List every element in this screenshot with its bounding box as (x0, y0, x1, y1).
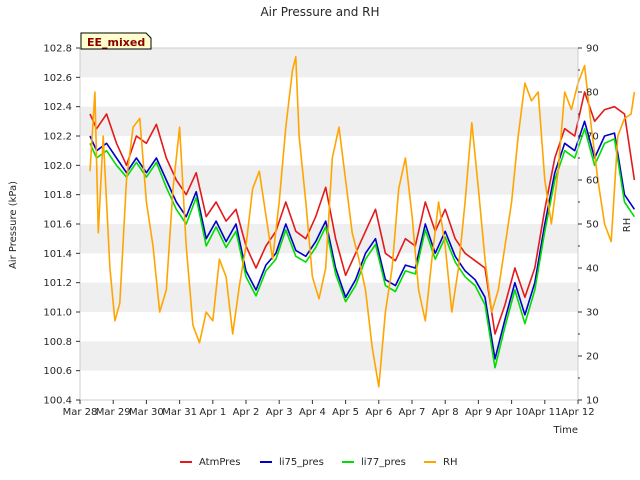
y-left-tick-label: 100.4 (43, 396, 72, 407)
series-line-li77-pres (89, 127, 636, 369)
x-tick-label: Apr 3 (266, 407, 293, 418)
x-tick-label: Mar 30 (129, 407, 164, 418)
grid-band (80, 165, 578, 195)
y-axis-right-label: RH (622, 218, 633, 232)
x-tick-label: Apr 10 (495, 407, 528, 418)
grid-band (80, 282, 578, 312)
x-tick-label: Apr 2 (233, 407, 260, 418)
y-axis-left-ticks: 100.4 100.6 100.8 101.0 101.2 101.4 101.6 101.8… (43, 44, 80, 407)
x-tick-label: Apr 12 (561, 407, 594, 418)
chart-title: Air Pressure and RH (260, 5, 379, 19)
grid-band (80, 341, 578, 371)
y-right-tick-label: 60 (586, 176, 599, 187)
series-line-rh (89, 56, 636, 388)
y-left-tick-label: 101.4 (43, 249, 72, 260)
grid-band (80, 48, 578, 78)
x-tick-label: Apr 6 (365, 407, 392, 418)
x-tick-label: Apr 4 (299, 407, 326, 418)
site-badge: EE_mixed (80, 32, 152, 50)
legend-label: RH (443, 457, 457, 468)
x-tick-label: Apr 8 (432, 407, 459, 418)
y-right-tick-label: 10 (586, 396, 599, 407)
y-axis-left-label: Air Pressure (kPa) (8, 181, 19, 269)
legend: AtmPres li75_pres li77_pres RH (180, 457, 457, 468)
x-tick-label: Apr 9 (465, 407, 492, 418)
y-left-tick-label: 100.8 (43, 337, 72, 348)
x-tick-label: Mar 31 (162, 407, 197, 418)
y-left-tick-label: 102.2 (43, 132, 72, 143)
series-line-atmpres (89, 91, 636, 335)
x-tick-label: Apr 7 (399, 407, 426, 418)
x-tick-label: Mar 29 (96, 407, 131, 418)
x-tick-label: Apr 1 (199, 407, 226, 418)
site-badge-label: EE_mixed (87, 36, 145, 49)
x-tick-label: Apr 11 (528, 407, 561, 418)
y-right-tick-label: 20 (586, 352, 599, 363)
y-left-tick-label: 102.6 (43, 73, 72, 84)
grid-band (80, 106, 578, 136)
legend-label: li77_pres (361, 457, 406, 468)
x-axis-label: Time (553, 425, 578, 436)
x-tick-label: Mar 28 (63, 407, 98, 418)
y-right-tick-label: 50 (586, 220, 599, 231)
y-right-tick-label: 40 (586, 264, 599, 275)
y-right-tick-label: 30 (586, 308, 599, 319)
grid-bands (80, 48, 578, 371)
y-right-tick-label: 90 (586, 44, 599, 55)
y-left-tick-label: 101.6 (43, 220, 72, 231)
series-layer (89, 56, 636, 388)
y-left-tick-label: 102.0 (43, 161, 72, 172)
y-right-tick-label: 80 (586, 88, 599, 99)
legend-label: AtmPres (199, 457, 240, 468)
y-axis-right-ticks: 10 20 30 40 50 60 70 80 90 (578, 44, 599, 407)
y-left-tick-label: 100.6 (43, 366, 72, 377)
y-left-tick-label: 101.8 (43, 190, 72, 201)
y-left-tick-label: 102.4 (43, 102, 72, 113)
y-right-tick-label: 70 (586, 132, 599, 143)
y-left-tick-label: 102.8 (43, 44, 72, 55)
x-tick-label: Apr 5 (332, 407, 359, 418)
y-left-tick-label: 101.2 (43, 278, 72, 289)
y-left-tick-label: 101.0 (43, 308, 72, 319)
legend-label: li75_pres (279, 457, 324, 468)
